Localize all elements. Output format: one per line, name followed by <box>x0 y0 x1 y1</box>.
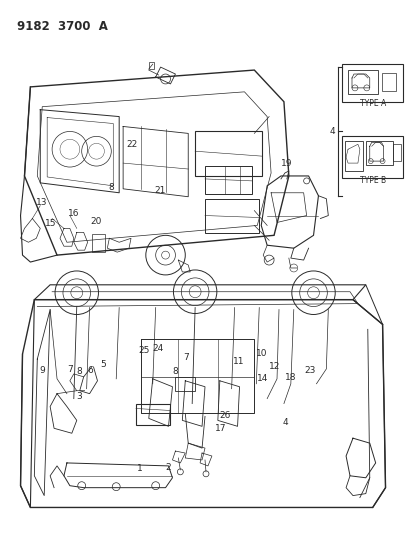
Text: 26: 26 <box>219 411 231 420</box>
Bar <box>345 141 363 171</box>
Bar <box>381 73 396 91</box>
Text: TYPE B: TYPE B <box>360 176 386 185</box>
Bar <box>136 403 171 425</box>
Text: 16: 16 <box>68 209 79 218</box>
Text: 12: 12 <box>269 362 280 371</box>
Text: 1: 1 <box>137 464 143 473</box>
Bar <box>342 64 403 102</box>
Bar <box>348 70 378 94</box>
Bar <box>366 141 393 165</box>
Text: 22: 22 <box>126 140 137 149</box>
Text: 8: 8 <box>109 183 114 192</box>
Text: 14: 14 <box>256 374 268 383</box>
Text: 23: 23 <box>305 366 316 375</box>
Text: 18: 18 <box>285 373 296 382</box>
Text: 10: 10 <box>256 349 267 358</box>
Bar <box>175 377 195 391</box>
Text: 24: 24 <box>152 344 163 353</box>
Text: 9182  3700  A: 9182 3700 A <box>16 20 107 33</box>
Text: 2: 2 <box>165 464 171 472</box>
Text: 19: 19 <box>281 159 292 168</box>
Text: 13: 13 <box>35 198 47 207</box>
Text: 8: 8 <box>76 367 82 376</box>
Text: 6: 6 <box>87 366 93 375</box>
Bar <box>393 144 401 161</box>
Bar <box>92 235 105 252</box>
Text: 7: 7 <box>67 365 73 374</box>
Bar <box>205 166 252 194</box>
Text: 25: 25 <box>138 346 150 356</box>
Text: 15: 15 <box>45 219 56 228</box>
Text: 5: 5 <box>100 360 106 369</box>
Bar <box>195 132 262 176</box>
Bar <box>149 62 154 69</box>
Text: 11: 11 <box>233 357 245 366</box>
Text: 21: 21 <box>155 185 166 195</box>
Text: 3: 3 <box>76 392 82 401</box>
Bar <box>205 199 259 233</box>
Text: 20: 20 <box>90 217 102 226</box>
Text: 9: 9 <box>39 366 45 375</box>
Bar <box>342 136 403 178</box>
Text: 4: 4 <box>330 127 335 136</box>
Text: TYPE A: TYPE A <box>360 99 386 108</box>
Text: 4: 4 <box>283 417 289 426</box>
Text: 7: 7 <box>183 353 189 362</box>
Text: 17: 17 <box>215 424 226 433</box>
Text: 8: 8 <box>172 367 178 376</box>
